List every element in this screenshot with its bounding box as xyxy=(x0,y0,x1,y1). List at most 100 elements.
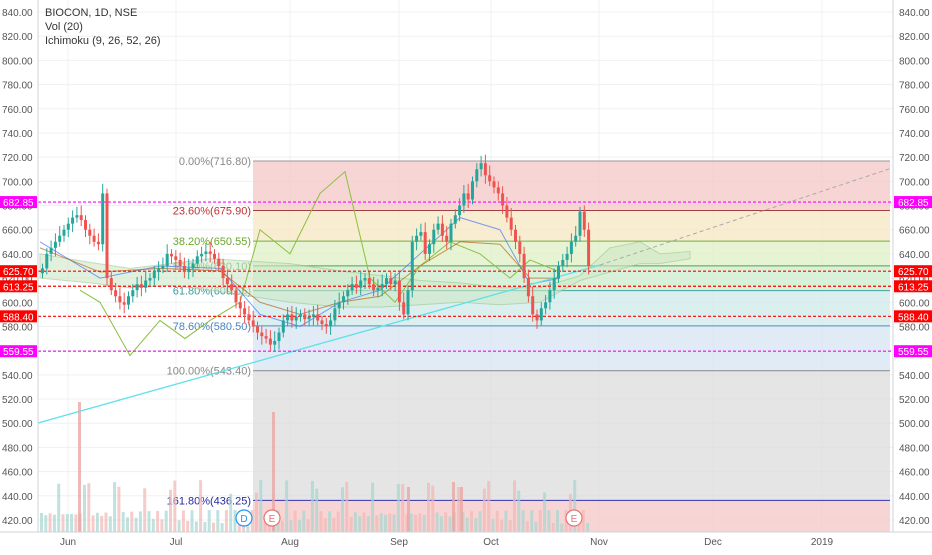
volume-bar xyxy=(581,510,585,532)
earnings-marker[interactable] xyxy=(263,509,281,527)
volume-bar xyxy=(117,486,121,532)
volume-bar xyxy=(508,520,512,532)
volume-bar xyxy=(341,487,344,532)
volume-bar xyxy=(78,402,81,532)
price-badge-left[interactable] xyxy=(0,280,37,293)
price-badge-right[interactable] xyxy=(894,310,932,323)
candle-body xyxy=(488,175,492,182)
candle-body xyxy=(273,340,277,345)
y-axis-tick-label-left: 840.00 xyxy=(2,8,33,19)
volume-bar xyxy=(379,513,383,532)
volume-bar xyxy=(44,515,48,532)
volume-bar xyxy=(345,481,349,532)
price-badge-right[interactable] xyxy=(894,280,932,293)
symbol-title: BIOCON, 1D, NSE xyxy=(45,7,138,19)
price-badge-right-text: 625.70 xyxy=(898,267,929,278)
x-axis-tick-label: Jun xyxy=(60,537,76,548)
candle-body xyxy=(350,284,354,291)
candle-body xyxy=(518,241,522,254)
price-badge-left[interactable] xyxy=(0,196,37,209)
y-axis-tick-label-left: 520.00 xyxy=(2,395,33,406)
candle-body xyxy=(539,308,543,321)
x-axis-tick-label: Dec xyxy=(704,537,722,548)
candle-body xyxy=(535,314,539,321)
volume-bar xyxy=(396,483,400,532)
volume-bar xyxy=(246,523,250,532)
candle-body xyxy=(531,296,535,315)
candle-body xyxy=(230,284,234,291)
candle-body xyxy=(45,253,49,269)
y-axis-tick-label-left: 440.00 xyxy=(2,492,33,503)
price-badge-left-text: 559.55 xyxy=(3,347,34,358)
volume-bar xyxy=(332,517,336,532)
candle-body xyxy=(251,320,255,327)
candle-body xyxy=(191,263,195,269)
candle-body xyxy=(354,284,358,288)
price-badge-left[interactable] xyxy=(0,345,37,358)
earnings-marker-text: E xyxy=(571,514,578,525)
y-axis-tick-label-right: 780.00 xyxy=(899,81,930,92)
volume-bar xyxy=(323,518,327,532)
volume-bar xyxy=(534,521,538,532)
candle-body xyxy=(268,338,272,345)
volume-bar xyxy=(435,512,439,532)
volume-bar xyxy=(57,483,61,532)
price-badge-left[interactable] xyxy=(0,265,37,278)
volume-bar xyxy=(237,523,241,532)
y-axis-tick-label-left: 820.00 xyxy=(2,32,33,43)
y-axis-tick-label-right: 440.00 xyxy=(899,492,930,503)
candle-body xyxy=(277,332,281,341)
candle-body xyxy=(397,280,401,303)
candle-body xyxy=(569,241,573,254)
volume-bar xyxy=(586,522,590,532)
volume-bar xyxy=(452,482,455,532)
candle-body xyxy=(286,314,290,321)
y-axis-tick-label-left: 700.00 xyxy=(2,177,33,188)
volume-bar xyxy=(130,511,134,532)
price-badge-left-text: 613.25 xyxy=(3,282,34,293)
candle-body xyxy=(92,235,96,242)
candle-body xyxy=(522,253,526,279)
volume-bar xyxy=(392,514,396,532)
earnings-marker[interactable] xyxy=(565,509,583,527)
volume-bar xyxy=(482,488,486,532)
volume-bar xyxy=(504,510,508,532)
volume-bar xyxy=(250,510,254,532)
y-axis-tick-label-right: 500.00 xyxy=(899,419,930,430)
dividend-marker[interactable] xyxy=(235,509,253,527)
volume-bar xyxy=(194,521,198,532)
dividend-marker-text: D xyxy=(240,514,247,525)
y-axis-tick-label-left: 580.00 xyxy=(2,322,33,333)
fib-level-label: 23.60%(675.90) xyxy=(173,205,251,217)
fib-zone xyxy=(253,325,890,371)
volume-bar xyxy=(126,517,129,532)
volume-bar xyxy=(285,480,289,532)
volume-bar xyxy=(328,511,332,532)
candle-body xyxy=(290,314,294,321)
candle-body xyxy=(96,241,100,245)
y-axis-tick-label-left: 740.00 xyxy=(2,129,33,140)
volume-bar xyxy=(280,520,284,532)
candle-body xyxy=(101,193,105,245)
candle-body xyxy=(574,235,578,242)
candle-body xyxy=(213,253,216,259)
volume-bar xyxy=(573,480,577,532)
candle-body xyxy=(221,266,225,279)
price-badge-right[interactable] xyxy=(894,265,932,278)
candle-body xyxy=(324,324,328,327)
volume-bar xyxy=(65,514,69,532)
price-badge-left[interactable] xyxy=(0,310,37,323)
y-axis-tick-label-right: 460.00 xyxy=(899,468,930,479)
candle-body xyxy=(225,278,229,285)
price-badge-right[interactable] xyxy=(894,196,932,209)
price-badge-right[interactable] xyxy=(894,345,932,358)
volume-bar xyxy=(517,490,521,532)
candle-body xyxy=(41,268,44,274)
volume-bar xyxy=(164,510,168,532)
candle-body xyxy=(458,205,462,216)
volume-bar xyxy=(156,510,160,532)
volume-bar xyxy=(143,488,147,532)
candle-body xyxy=(200,253,204,257)
